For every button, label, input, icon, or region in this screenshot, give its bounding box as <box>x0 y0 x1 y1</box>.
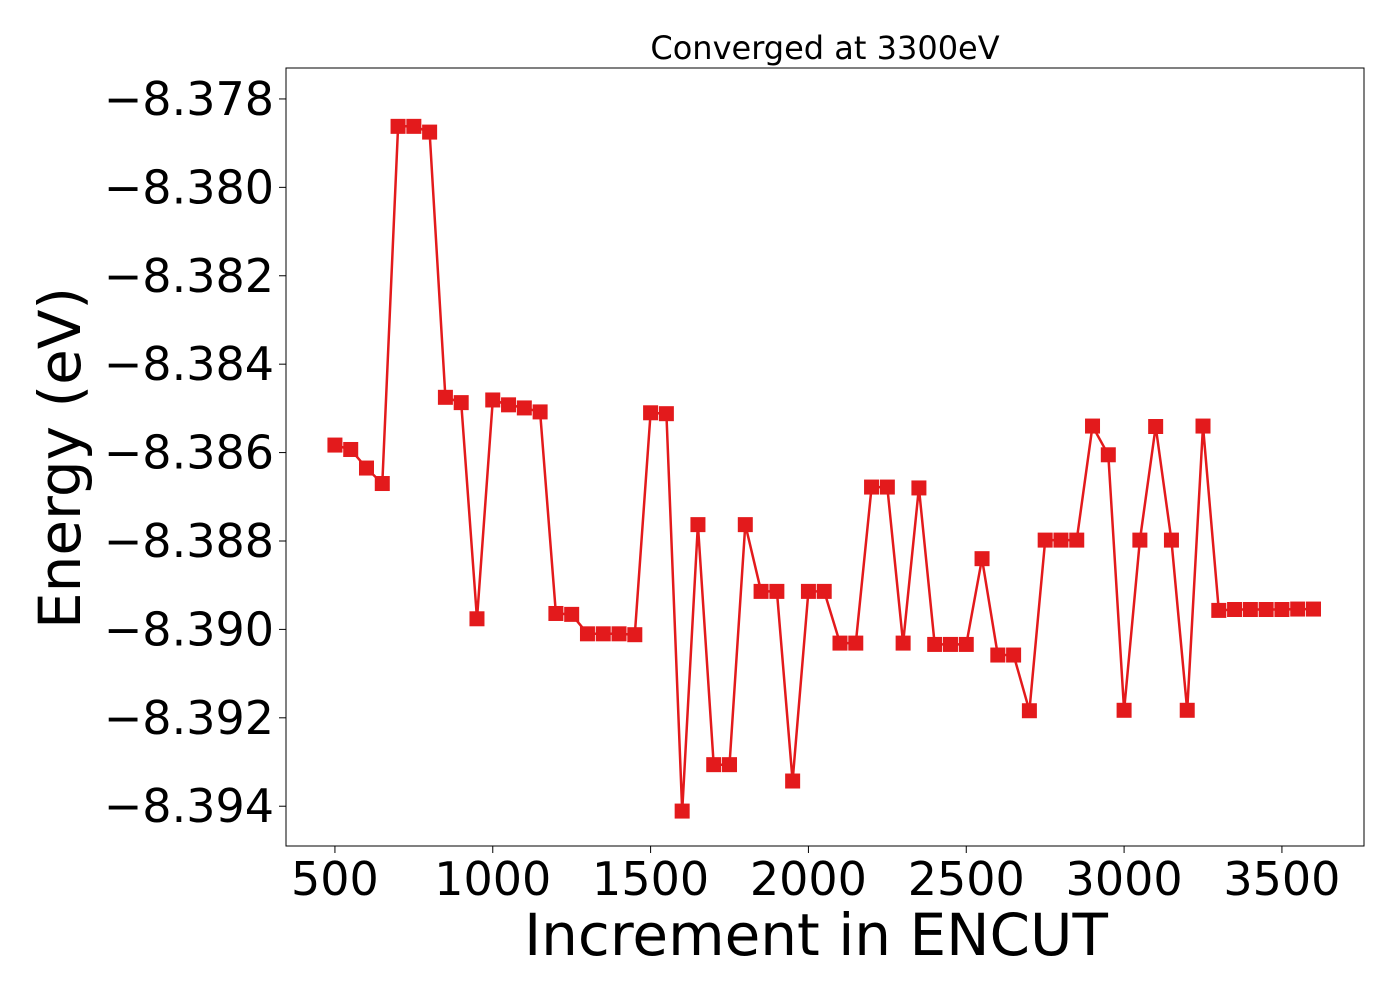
y-axis-label: Energy (eV) <box>26 287 94 629</box>
data-point-marker <box>1100 447 1116 463</box>
data-point-marker <box>1258 602 1274 618</box>
data-point-marker <box>879 479 895 495</box>
plot-frame <box>285 67 1365 847</box>
data-point-marker <box>658 406 674 422</box>
y-tick-label: −8.380 <box>104 160 274 214</box>
x-tick-label: 2000 <box>750 852 867 906</box>
data-point-marker <box>1116 702 1132 718</box>
data-point-marker <box>990 647 1006 663</box>
data-point-marker <box>564 606 580 622</box>
data-point-marker <box>1163 532 1179 548</box>
data-point-marker <box>1006 647 1022 663</box>
data-point-marker <box>737 517 753 533</box>
data-point-marker <box>1085 418 1101 434</box>
data-point-marker <box>595 626 611 642</box>
data-point-marker <box>832 635 848 651</box>
data-point-marker <box>974 551 990 567</box>
data-point-marker <box>627 627 643 643</box>
data-point-marker <box>1274 602 1290 618</box>
y-tick-label: −8.392 <box>104 691 274 745</box>
x-tick-label: 2500 <box>908 852 1025 906</box>
data-point-marker <box>753 583 769 599</box>
data-point-marker <box>374 476 390 492</box>
data-point-marker <box>1069 532 1085 548</box>
y-tick-label: −8.386 <box>104 426 274 480</box>
data-point-marker <box>579 626 595 642</box>
data-point-marker <box>706 757 722 773</box>
data-point-marker <box>800 583 816 599</box>
data-point-marker <box>895 635 911 651</box>
data-point-marker <box>1242 602 1258 618</box>
data-point-marker <box>1227 602 1243 618</box>
data-point-marker <box>501 397 517 413</box>
data-point-marker <box>390 118 406 134</box>
data-point-marker <box>485 392 501 408</box>
data-point-marker <box>785 773 801 789</box>
data-point-marker <box>722 757 738 773</box>
data-point-marker <box>1021 703 1037 719</box>
data-point-marker <box>548 605 564 621</box>
chart-title: Converged at 3300eV <box>650 29 999 67</box>
data-point-marker <box>1179 702 1195 718</box>
data-point-marker <box>469 611 485 627</box>
data-point-marker <box>1305 601 1321 617</box>
data-point-marker <box>1290 601 1306 617</box>
data-point-marker <box>769 583 785 599</box>
data-point-marker <box>1148 418 1164 434</box>
plot-area: 500 1000 1500 2000 2500 3000 3500 −8.378 −8.380 −… <box>104 67 1365 906</box>
data-point-marker <box>848 635 864 651</box>
x-tick-label: 3500 <box>1223 852 1340 906</box>
data-point-marker <box>958 636 974 652</box>
series-line <box>334 125 1314 813</box>
data-point-marker <box>437 389 453 405</box>
data-point-marker <box>942 636 958 652</box>
data-point-marker <box>1211 602 1227 618</box>
data-point-marker <box>864 479 880 495</box>
x-tick-label: 500 <box>291 852 379 906</box>
y-tick-label: −8.378 <box>104 72 274 126</box>
y-tick-label: −8.394 <box>104 779 274 833</box>
x-tick-label: 1500 <box>592 852 709 906</box>
data-point-marker <box>406 118 422 134</box>
data-point-marker <box>327 437 343 453</box>
data-point-marker <box>611 626 627 642</box>
x-tick-label: 1000 <box>434 852 551 906</box>
data-point-marker <box>674 803 690 819</box>
data-point-marker <box>927 636 943 652</box>
data-point-marker <box>343 441 359 457</box>
data-point-marker <box>911 480 927 496</box>
data-point-marker <box>516 400 532 416</box>
data-point-marker <box>1053 532 1069 548</box>
y-tick-label: −8.388 <box>104 514 274 568</box>
data-point-marker <box>690 517 706 533</box>
data-point-marker <box>816 583 832 599</box>
y-tick-label: −8.384 <box>104 337 274 391</box>
data-point-marker <box>532 404 548 420</box>
x-axis-label: Increment in ENCUT <box>524 901 1108 969</box>
data-point-marker <box>358 460 374 476</box>
data-point-marker <box>1195 418 1211 434</box>
data-point-marker <box>422 124 438 140</box>
data-point-marker <box>453 395 469 411</box>
data-point-marker <box>1037 532 1053 548</box>
data-point-marker <box>1132 532 1148 548</box>
y-tick-label: −8.382 <box>104 249 274 303</box>
y-tick-label: −8.390 <box>104 602 274 656</box>
data-point-marker <box>643 405 659 421</box>
x-tick-label: 3000 <box>1066 852 1183 906</box>
